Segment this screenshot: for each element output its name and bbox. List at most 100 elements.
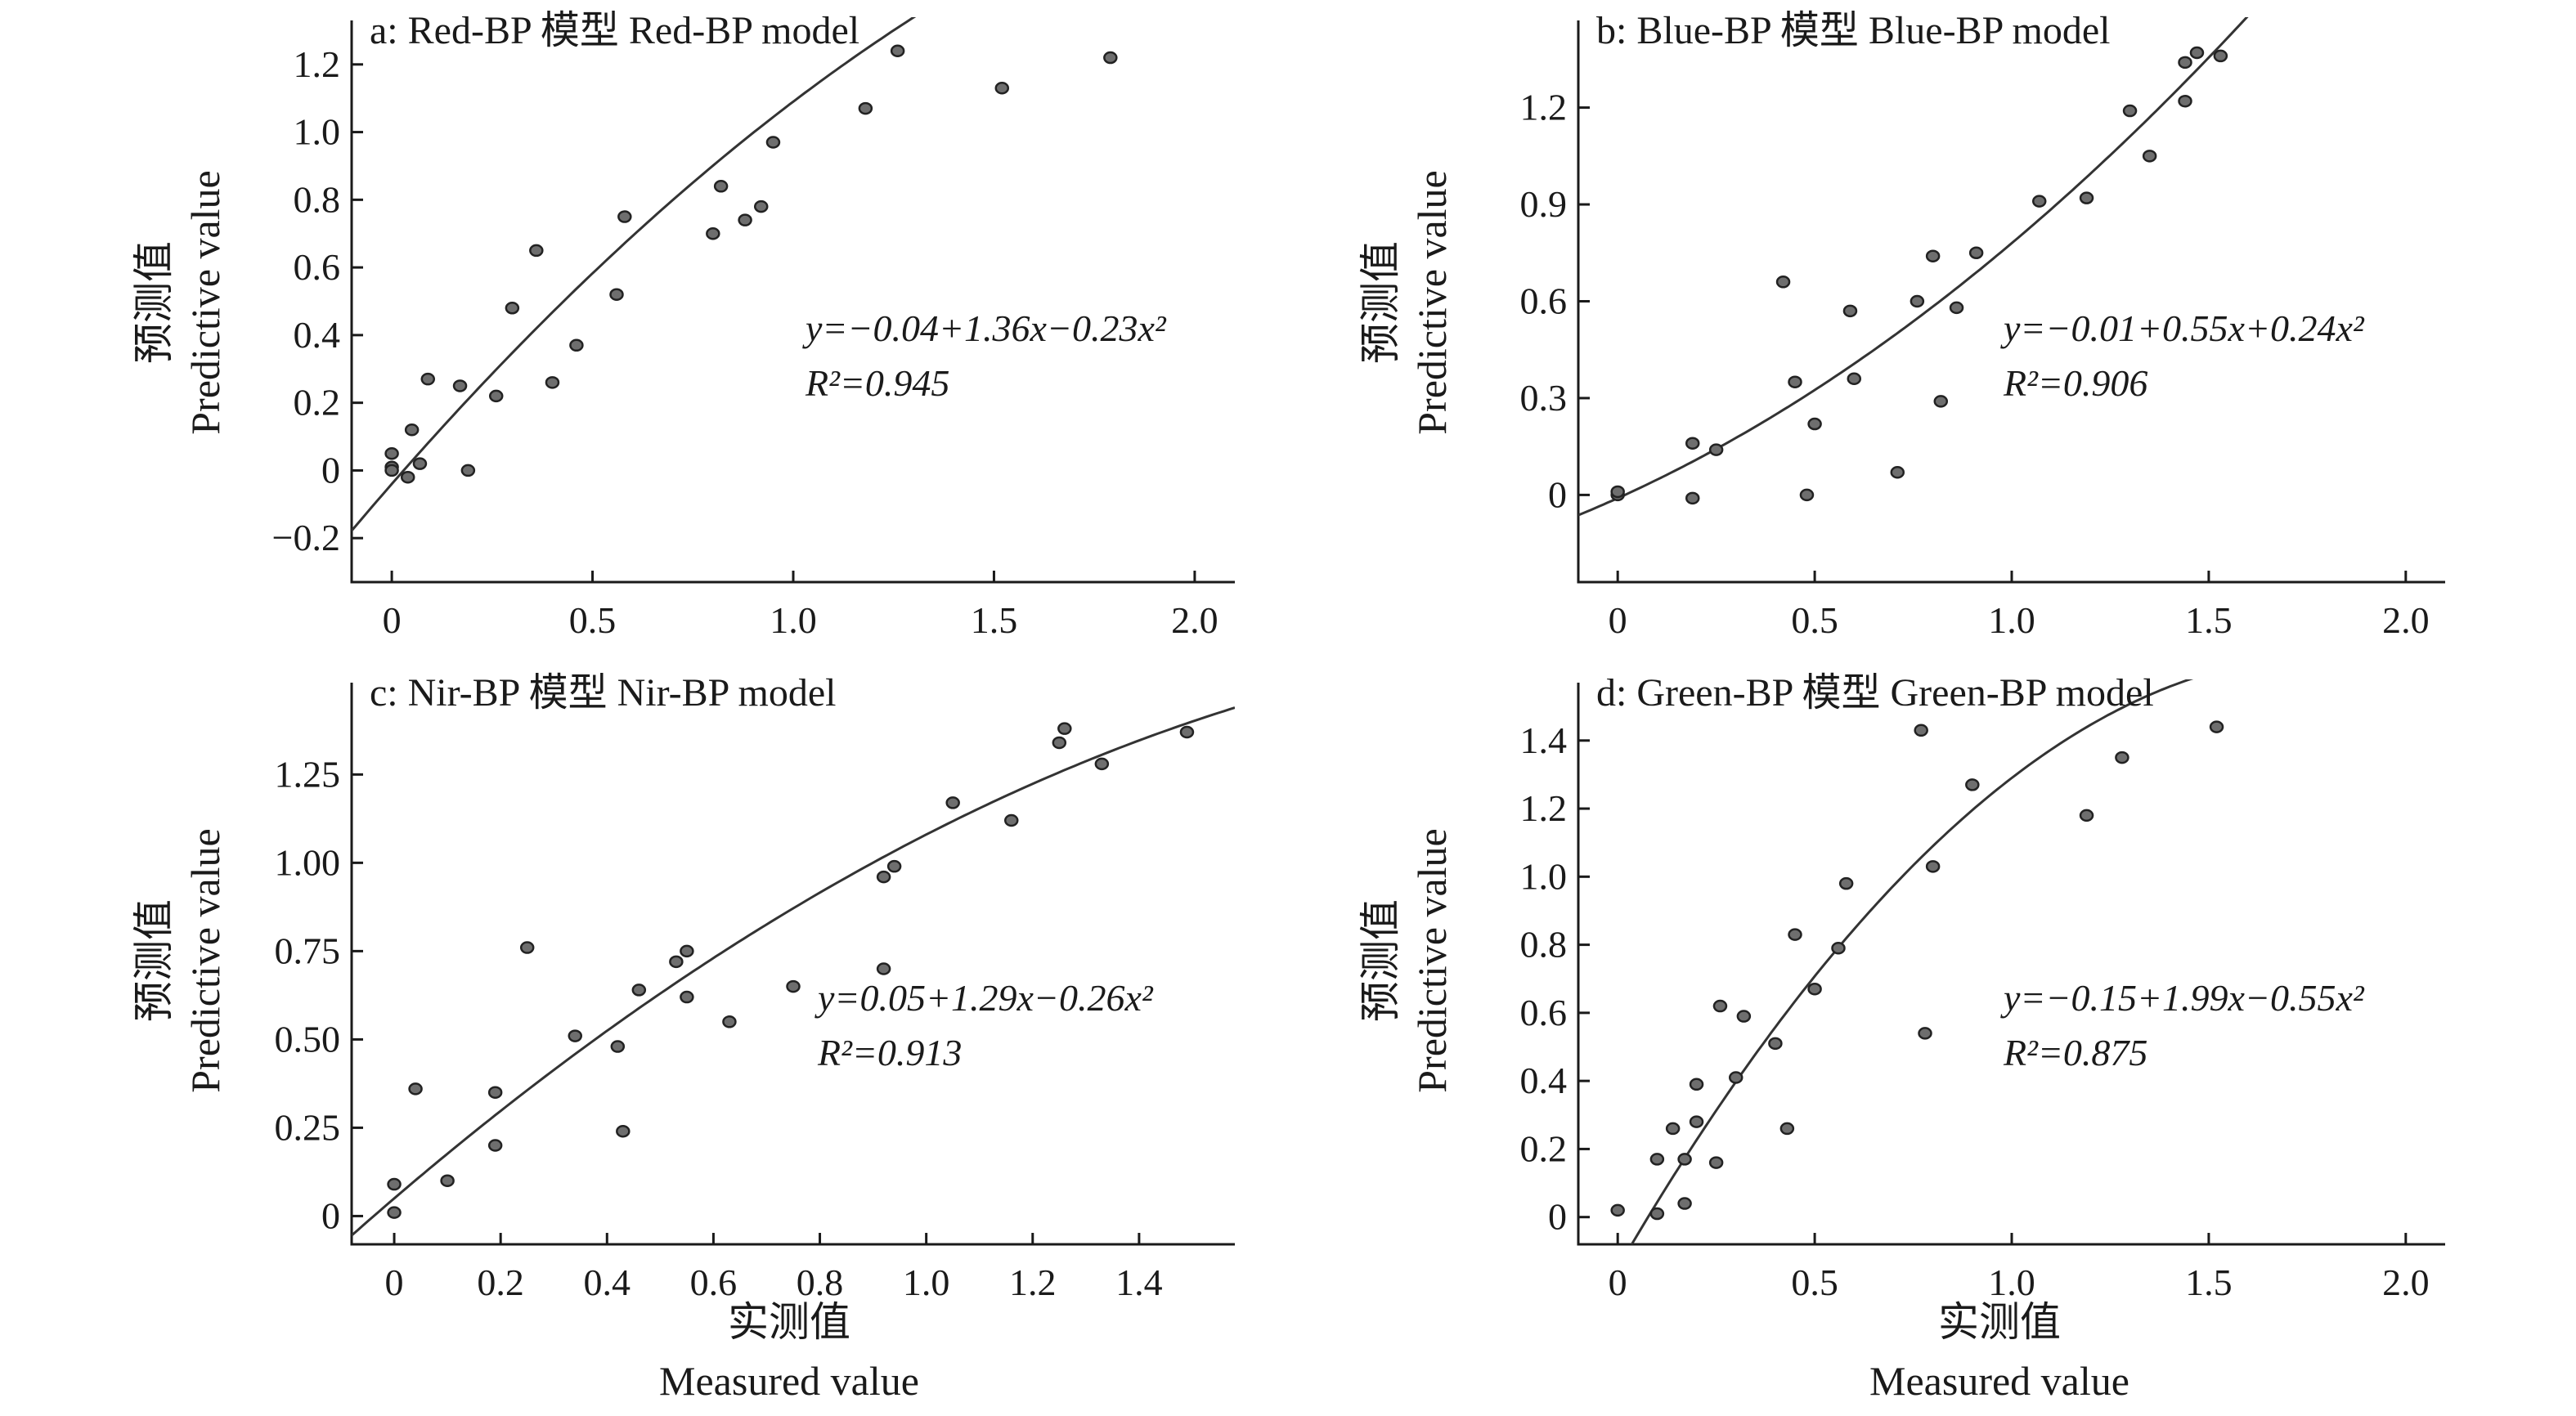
data-point-c [680,944,694,958]
data-point-a [545,376,560,389]
y-tick-label-d: 0.6 [1520,992,1568,1033]
data-point-d [1728,1071,1744,1084]
x-tick-label-d: 1.0 [1988,1261,2035,1303]
x-tick-label-b: 0 [1609,599,1627,641]
axes-b [1577,20,2445,584]
data-point-c [387,1206,402,1219]
y-tick-label-c: 0.25 [275,1106,341,1148]
y-tick-label-a: 0.8 [294,178,341,220]
data-point-d [1807,982,1822,996]
data-point-b [1685,491,1700,505]
chart-panel-a: −0.2 0 0.2 0.4 0.6 0.8 1.0 1.2 0 0.5 1.0 1.5 2.0 a: R… [272,9,1235,641]
data-point-d [1788,928,1802,941]
x-tick-label-d: 1.5 [2185,1261,2233,1303]
data-point-a [452,379,468,392]
data-point-b [1847,372,1862,386]
data-point-a [505,302,520,315]
x-axis-title-cn-right: 实测值 [1938,1299,2061,1345]
y-axis-title-cn-bottom: 预测值 [131,899,177,1022]
y-tick-label-d: 0.2 [1520,1127,1568,1169]
y-tick-label-d: 0.4 [1520,1060,1568,1101]
y-tick-label-b: 0.9 [1520,183,1568,225]
data-point-c [610,1040,626,1053]
x-tick-label-d: 0.5 [1791,1261,1838,1303]
x-tick-label-a: 1.5 [971,599,1018,641]
data-point-b [2178,94,2192,108]
y-tick-label-c: 1.25 [275,753,341,795]
data-point-c [1052,736,1067,750]
data-point-c [568,1029,583,1042]
data-point-c [440,1174,455,1187]
data-point-d [1838,876,1854,890]
data-point-d [1649,1207,1665,1221]
data-point-c [616,1124,631,1138]
x-tick-label-a: 0 [383,599,402,641]
fit-curve-a [352,17,917,532]
y-tick-label-a: 1.0 [294,111,341,153]
data-point-d [1677,1197,1692,1210]
data-point-a [994,82,1010,95]
data-point-a [706,226,720,240]
data-point-d [2209,720,2224,733]
data-point-d [2079,809,2094,822]
x-tick-label-a: 1.0 [770,599,817,641]
x-tick-label-c: 1.0 [903,1261,950,1303]
y-axis-title-en-top: Predictive value [182,170,228,435]
panel-title-b: b: Blue-BP 模型 Blue-BP model [1596,9,2110,52]
data-point-d [1918,1027,1932,1040]
data-point-a [738,213,752,226]
data-point-b [1968,246,1984,260]
data-point-b [2031,195,2047,208]
data-point-c [631,984,647,997]
data-point-b [2189,46,2205,60]
x-axis-title-en-right: Measured value [1869,1358,2129,1404]
data-point-b [1910,294,1925,308]
y-tick-label-c: 0.50 [275,1018,341,1060]
data-point-c [1094,757,1110,771]
x-tick-label-d: 0 [1609,1261,1627,1303]
x-axis-title-en-left: Measured value [659,1358,919,1404]
data-point-d [1665,1122,1681,1136]
data-point-b [1949,301,1964,315]
data-point-c [722,1015,737,1028]
data-point-b [2079,191,2094,204]
data-point-a [858,101,873,115]
data-point-c [786,979,801,993]
x-tick-label-c: 0.8 [797,1261,844,1303]
axes-d [1577,683,2445,1246]
x-tick-label-b: 1.5 [2185,599,2233,641]
data-point-b [1788,375,1802,388]
r-squared-b: R²=0.906 [2003,362,2147,404]
data-point-c [680,990,694,1004]
data-point-b [2142,150,2157,163]
y-tick-label-a: 0 [321,449,340,491]
y-tick-label-a: −0.2 [272,517,340,558]
x-tick-label-c: 0.4 [584,1261,631,1303]
data-point-d [1677,1153,1692,1166]
data-point-a [529,244,544,258]
x-tick-label-c: 0.2 [477,1261,524,1303]
data-point-c [945,796,960,809]
chart-panel-c: 0 0.25 0.50 0.75 1.00 1.25 0 0.2 0.4 0.6 0.8 1.0 1.2… [275,671,1235,1303]
y-tick-label-a: 0.6 [294,246,341,288]
fit-equation-c: y=0.05+1.29x−0.26x² [815,977,1154,1019]
data-point-a [400,470,415,484]
data-point-c [669,955,684,969]
panel-title-a: a: Red-BP 模型 Red-BP model [370,9,859,52]
axes-c [350,683,1235,1246]
r-squared-c: R²=0.913 [817,1032,962,1073]
y-tick-label-b: 1.2 [1520,87,1568,128]
data-point-a [890,44,905,57]
data-point-d [1689,1078,1704,1091]
data-point-a [765,136,781,149]
data-point-d [1768,1037,1783,1051]
data-point-d [1649,1153,1665,1166]
x-tick-label-b: 1.0 [1988,599,2035,641]
data-point-d [1965,778,1980,791]
r-squared-a: R²=0.945 [805,362,949,404]
x-tick-label-c: 1.4 [1115,1261,1163,1303]
data-point-a [384,464,399,477]
data-point-b [2178,56,2192,69]
y-tick-label-c: 0.75 [275,930,341,971]
